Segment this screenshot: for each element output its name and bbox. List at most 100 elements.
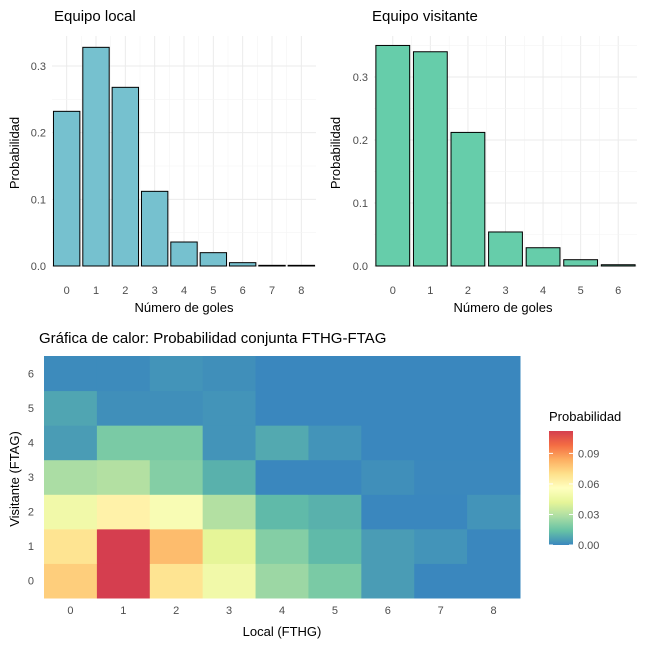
legend-tick-label: 0.00 [578, 540, 599, 552]
x-tick-label: 2 [122, 285, 128, 297]
x-tick-label: 1 [120, 605, 126, 617]
heatmap-cell-6-2 [361, 494, 415, 530]
chart-title-heatmap: Gráfica de calor: Probabilidad conjunta … [39, 330, 386, 347]
y-tick-label: 0.2 [31, 128, 46, 140]
panel-home-goals: Equipo local Número de goles Probabilida… [7, 8, 316, 315]
plot-area-home: 0.0 0.1 0.2 0.3 0 1 2 3 4 5 6 7 8 [31, 36, 316, 297]
y-tick-label: 0.3 [353, 72, 368, 84]
heatmap-cell-0-0 [44, 563, 98, 599]
heatmap-cell-5-6 [308, 356, 362, 392]
y-tick-label: 1 [28, 541, 34, 553]
x-tick-label: 6 [385, 605, 391, 617]
heatmap-cell-0-2 [44, 494, 98, 530]
heatmap-cell-3-2 [202, 494, 257, 530]
x-tick-label: 7 [269, 285, 275, 297]
heatmap-cell-6-3 [361, 459, 415, 495]
heatmap-cell-0-1 [44, 528, 98, 564]
heatmap-cell-6-1 [361, 528, 415, 564]
heatmap-cell-1-2 [96, 494, 151, 530]
heatmap-cell-6-5 [361, 390, 415, 426]
bar-home-0 [52, 110, 81, 267]
heatmap-cell-3-1 [202, 528, 257, 564]
heatmap-cell-3-4 [202, 425, 257, 461]
bar-home-5 [199, 252, 228, 267]
chart-title-home: Equipo local [54, 8, 136, 25]
heatmap-cell-4-6 [255, 356, 309, 392]
bar-home-3 [140, 190, 169, 267]
y-tick-label: 0.3 [31, 61, 46, 73]
heatmap-cell-2-0 [149, 563, 204, 599]
heatmap-grid: 0 1 2 3 4 5 6 7 8 0 1 2 3 4 5 6 [28, 356, 521, 617]
legend-title: Probabilidad [549, 409, 621, 424]
x-tick-label: 1 [427, 285, 433, 297]
x-axis-title-heatmap: Local (FTHG) [243, 624, 322, 639]
heatmap-cell-3-3 [202, 459, 257, 495]
y-tick-label: 0 [28, 576, 34, 588]
heatmap-cell-8-2 [467, 494, 521, 530]
heatmap-cell-4-4 [255, 425, 309, 461]
legend-tick-label: 0.03 [578, 509, 599, 521]
plot-area-away: 0.0 0.1 0.2 0.3 0 1 2 3 4 5 6 [353, 36, 637, 297]
heatmap-cell-2-5 [149, 390, 204, 426]
y-tick-label: 5 [28, 403, 34, 415]
bar-away-3 [488, 231, 523, 267]
bar-home-6 [228, 262, 257, 267]
panel-away-goals: Equipo visitante Número de goles Probabi… [328, 8, 637, 315]
x-tick-label: 3 [502, 285, 508, 297]
y-axis-title-heatmap: Visitante (FTAG) [7, 431, 22, 527]
heatmap-cell-5-0 [308, 563, 362, 599]
x-tick-label: 5 [578, 285, 584, 297]
heatmap-cell-1-1 [96, 528, 151, 564]
bar-home-1 [82, 46, 110, 267]
legend-tick-label: 0.06 [578, 479, 599, 491]
y-tick-label: 0.1 [31, 194, 46, 206]
bar-away-2 [450, 131, 486, 267]
legend-ticks: 0.00 0.03 0.06 0.09 [549, 448, 599, 552]
heatmap-cell-8-1 [467, 528, 521, 564]
heatmap-cell-3-6 [202, 356, 257, 392]
heatmap-cell-7-2 [414, 494, 468, 530]
heatmap-cell-0-4 [44, 425, 98, 461]
y-tick-label: 0.1 [353, 198, 368, 210]
heatmap-cell-1-0 [96, 563, 151, 599]
x-tick-label: 6 [240, 285, 246, 297]
heatmap-cell-7-6 [414, 356, 468, 392]
heatmap-cell-7-1 [414, 528, 468, 564]
x-tick-label: 5 [332, 605, 338, 617]
x-tick-label: 2 [465, 285, 471, 297]
heatmap-cell-5-5 [308, 390, 362, 426]
legend-tick-label: 0.09 [578, 448, 599, 460]
heatmap-cell-6-4 [361, 425, 415, 461]
heatmap-cell-1-3 [96, 459, 151, 495]
x-tick-label: 8 [298, 285, 304, 297]
y-tick-label: 0.0 [31, 261, 46, 273]
heatmap-cell-0-3 [44, 459, 98, 495]
heatmap-cell-7-4 [414, 425, 468, 461]
bar-home-7 [258, 264, 286, 267]
bar-home-4 [170, 241, 198, 267]
bar-away-1 [412, 51, 448, 267]
heatmap-cell-1-5 [96, 390, 151, 426]
y-tick-label: 3 [28, 472, 34, 484]
heatmap-cell-5-2 [308, 494, 362, 530]
bar-away-6 [600, 264, 636, 267]
x-tick-label: 2 [173, 605, 179, 617]
x-axis-title-home: Número de goles [135, 300, 234, 315]
heatmap-cell-8-6 [467, 356, 521, 392]
bar-away-4 [525, 247, 561, 267]
heatmap-cell-2-4 [149, 425, 204, 461]
y-tick-label: 6 [28, 368, 34, 380]
heatmap-cell-5-1 [308, 528, 362, 564]
x-tick-label: 0 [67, 605, 73, 617]
y-axis-title-home: Probabilidad [7, 117, 22, 189]
x-axis-title-away: Número de goles [454, 300, 553, 315]
heatmap-cell-6-0 [361, 563, 415, 599]
bar-away-5 [563, 259, 599, 267]
chart-title-away: Equipo visitante [372, 8, 478, 25]
heatmap-cell-7-3 [414, 459, 468, 495]
heatmap-cell-8-0 [467, 563, 521, 599]
x-tick-label: 3 [152, 285, 158, 297]
x-tick-label: 4 [540, 285, 546, 297]
heatmap-cell-8-4 [467, 425, 521, 461]
